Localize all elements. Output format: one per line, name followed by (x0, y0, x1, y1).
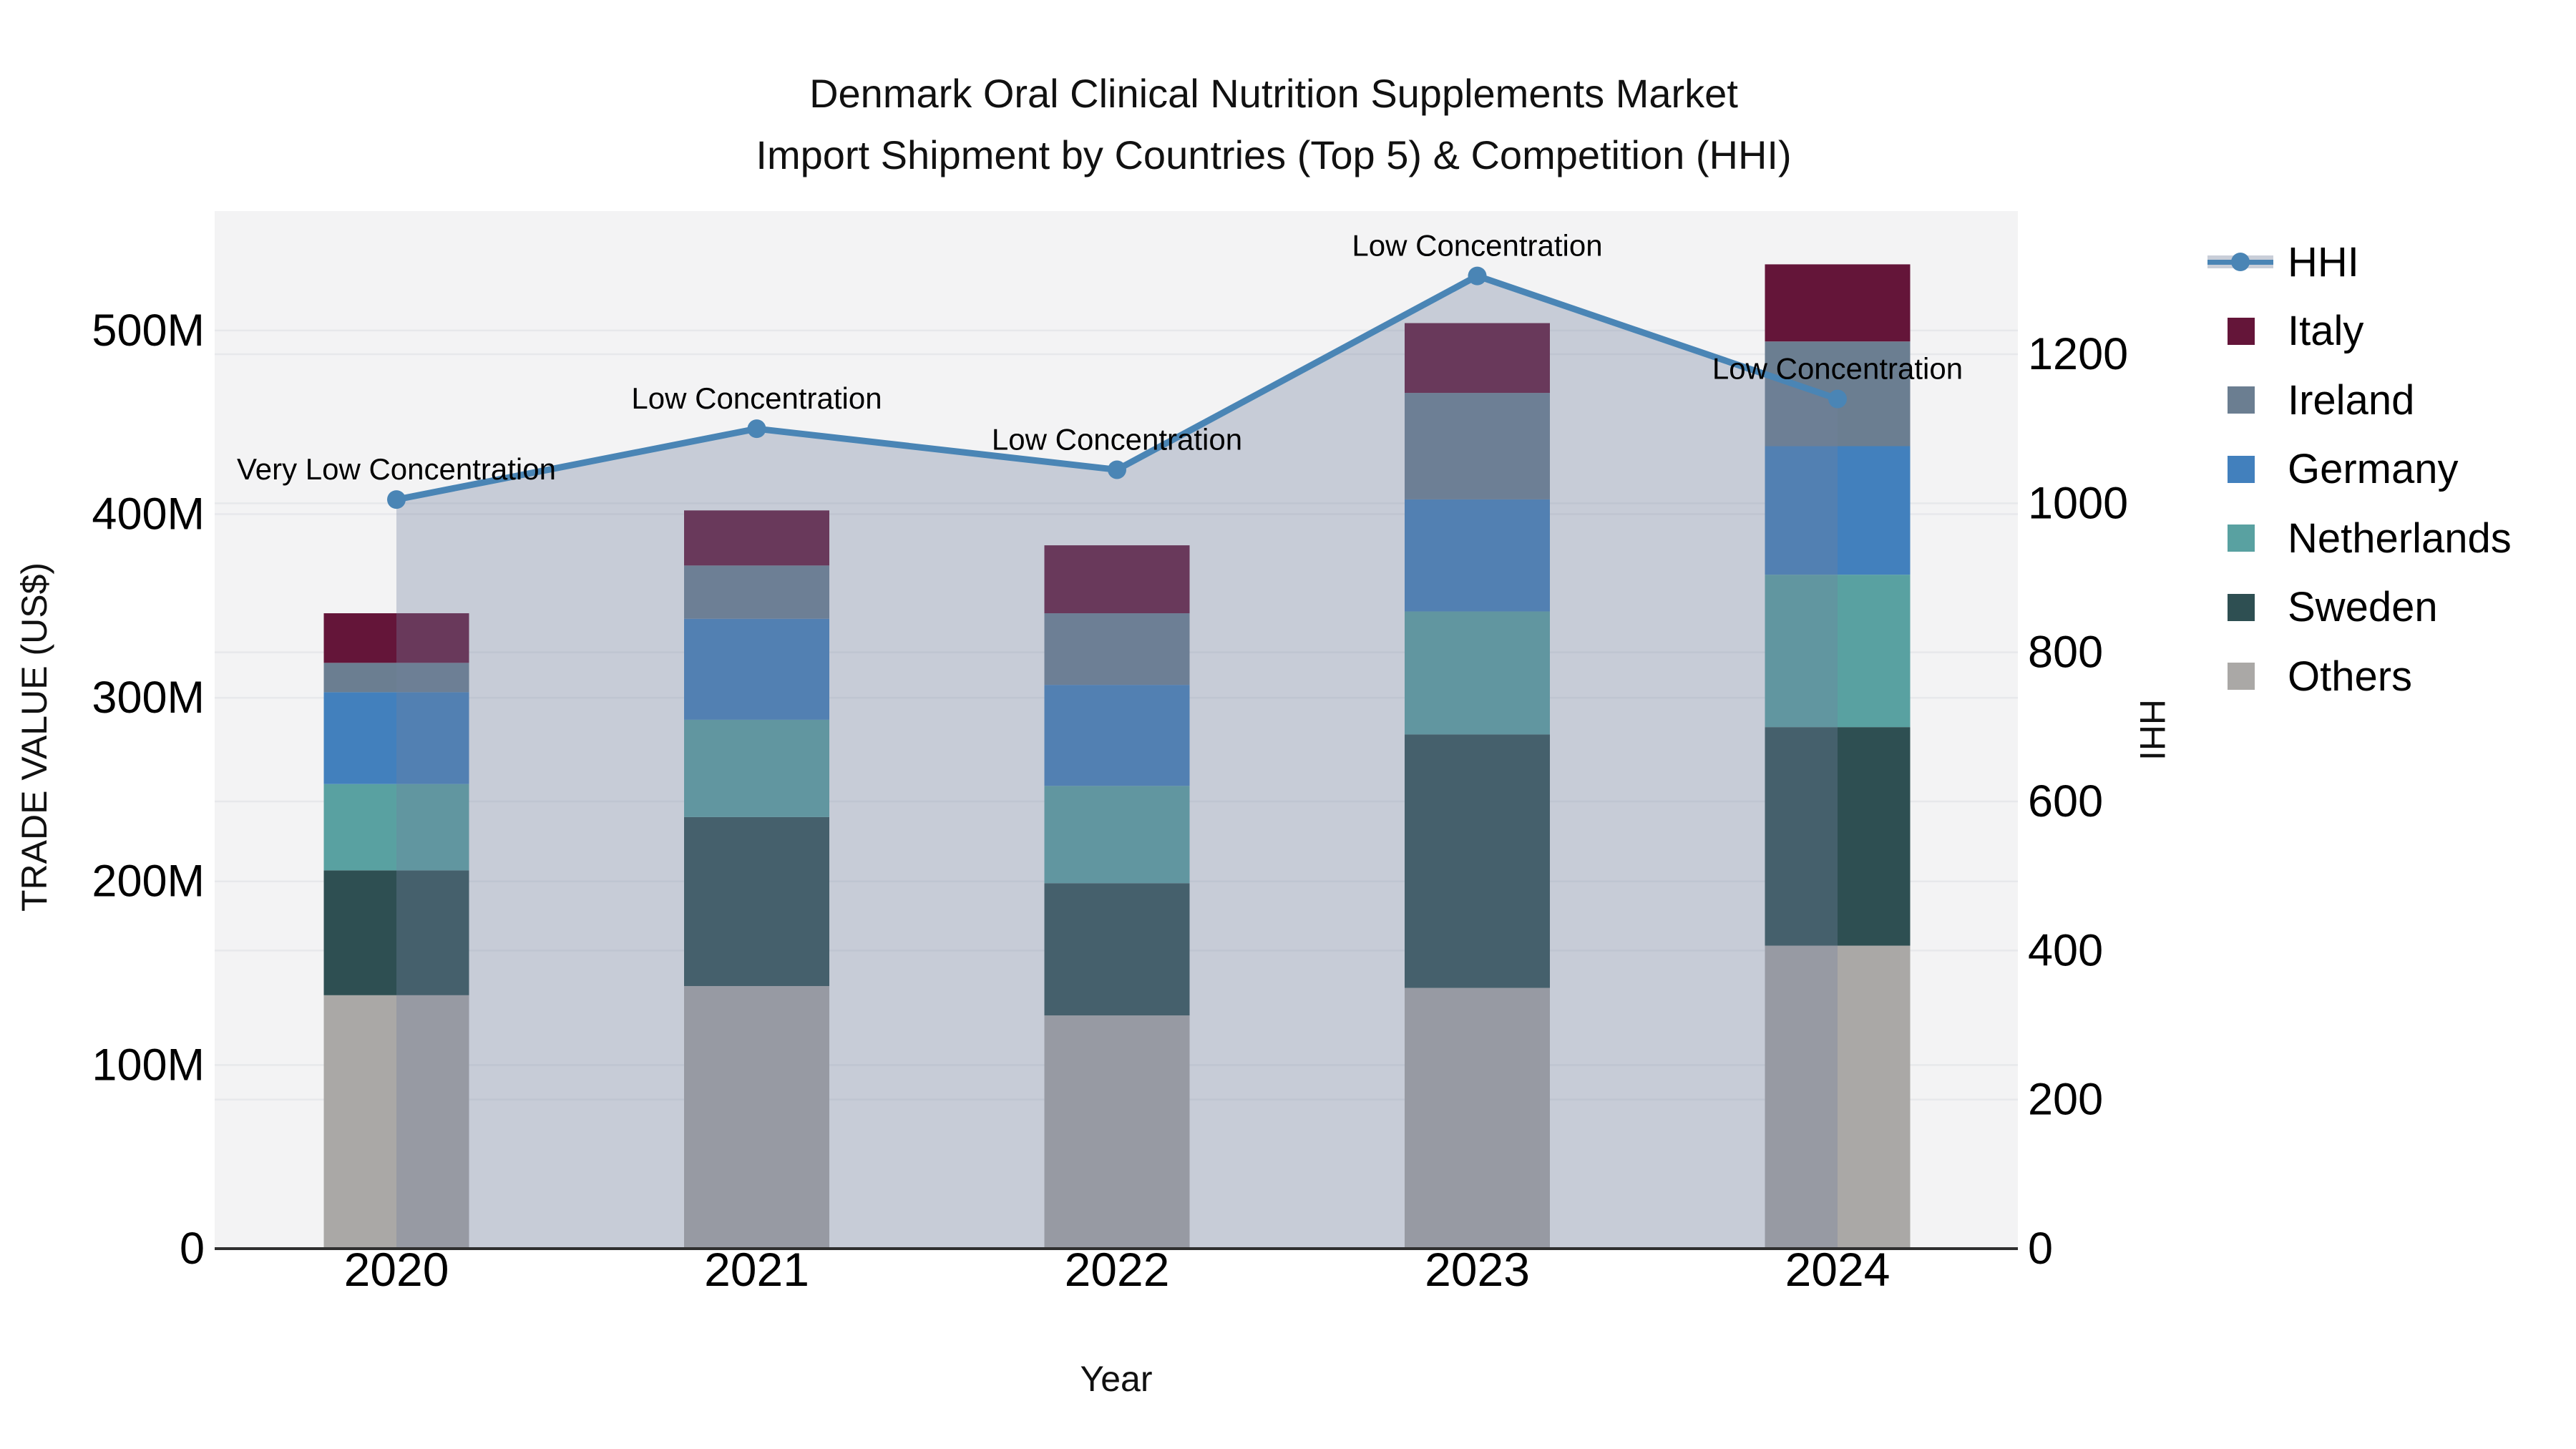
bar-segment-2020-sweden (323, 870, 469, 995)
legend-color-swatch (2207, 309, 2279, 353)
bar-segment-2020-germany (323, 692, 469, 784)
legend-item-hhi: HHI (2207, 238, 2359, 286)
hhi-marker-2022 (1108, 460, 1126, 479)
bar-segment-2020-others (323, 995, 469, 1249)
legend-label: HHI (2288, 238, 2359, 286)
left-tick-300M: 300M (92, 673, 205, 723)
bar-segment-2020-netherlands (323, 784, 469, 871)
hhi-marker-2024 (1828, 389, 1847, 409)
legend-color-swatch (2207, 447, 2279, 492)
right-axis-title: HHI (2132, 698, 2172, 761)
left-tick-100M: 100M (92, 1040, 205, 1090)
legend-label: Italy (2288, 308, 2364, 354)
bar-segment-2021-others (684, 986, 829, 1249)
legend-color-swatch (2207, 378, 2279, 422)
annotation-2020: Very Low Concentration (237, 452, 556, 486)
left-tick-400M: 400M (92, 489, 205, 539)
legend-label: Netherlands (2288, 514, 2512, 562)
chart-title-line1: Denmark Oral Clinical Nutrition Suppleme… (809, 71, 1738, 116)
bar-segment-2024-netherlands (1765, 575, 1911, 728)
legend-item-others: Others (2207, 653, 2413, 700)
bar-segment-2021-italy (684, 510, 829, 566)
hhi-marker-2020 (387, 490, 406, 509)
legend-color-swatch (2207, 585, 2279, 630)
annotation-2021: Low Concentration (631, 381, 882, 415)
right-tick-400: 400 (2028, 925, 2103, 975)
bar-segment-2024-italy (1765, 264, 1911, 342)
right-tick-600: 600 (2028, 776, 2103, 826)
bar-segment-2021-germany (684, 618, 829, 720)
bar-segment-2023-netherlands (1405, 611, 1550, 735)
bar-segment-2020-ireland (323, 663, 469, 693)
legend-label: Others (2288, 653, 2413, 700)
x-tick-2020: 2020 (344, 1243, 449, 1296)
x-tick-2021: 2021 (704, 1243, 809, 1296)
x-axis-title: Year (1080, 1359, 1153, 1399)
bar-segment-2024-others (1765, 945, 1911, 1249)
legend-label: Ireland (2288, 376, 2415, 424)
annotation-2023: Low Concentration (1352, 229, 1602, 263)
x-tick-2022: 2022 (1065, 1243, 1170, 1296)
bar-segment-2022-sweden (1044, 883, 1190, 1016)
bar-segment-2022-italy (1044, 545, 1190, 614)
bar-segment-2023-germany (1405, 499, 1550, 612)
right-tick-200: 200 (2028, 1075, 2103, 1125)
bar-segment-2021-sweden (684, 816, 829, 987)
legend-label: Germany (2288, 446, 2459, 492)
bar-segment-2024-germany (1765, 446, 1911, 575)
right-tick-1200: 1200 (2028, 329, 2128, 379)
bar-segment-2022-ireland (1044, 613, 1190, 686)
bar-segment-2022-germany (1044, 685, 1190, 786)
legend-item-ireland: Ireland (2207, 376, 2415, 424)
bar-segment-2023-sweden (1405, 734, 1550, 988)
bar-segment-2021-netherlands (684, 719, 829, 817)
legend-color-swatch (2207, 654, 2279, 698)
legend-color-swatch (2207, 516, 2279, 560)
right-tick-800: 800 (2028, 628, 2103, 678)
x-tick-2023: 2023 (1425, 1243, 1530, 1296)
right-tick-1000: 1000 (2028, 478, 2128, 528)
right-tick-0: 0 (2028, 1224, 2053, 1274)
legend-item-sweden: Sweden (2207, 584, 2438, 630)
bar-segment-2020-italy (323, 613, 469, 663)
annotation-2022: Low Concentration (992, 422, 1242, 456)
bar-segment-2022-netherlands (1044, 786, 1190, 884)
legend-item-netherlands: Netherlands (2207, 514, 2512, 562)
hhi-area-fill (396, 275, 1838, 1249)
legend-item-italy: Italy (2207, 308, 2364, 354)
bar-segment-2022-others (1044, 1015, 1190, 1249)
x-tick-2024: 2024 (1785, 1243, 1890, 1296)
hhi-marker-2023 (1468, 266, 1487, 286)
bar-segment-2023-ireland (1405, 393, 1550, 499)
bar-segment-2024-sweden (1765, 727, 1911, 946)
bar-segment-2021-ireland (684, 565, 829, 619)
legend-hhi-line-icon (2207, 240, 2279, 284)
bar-segment-2023-italy (1405, 323, 1550, 394)
legend-label: Sweden (2288, 584, 2438, 630)
left-axis-title: TRADE VALUE (US$) (14, 562, 54, 912)
legend-item-germany: Germany (2207, 446, 2459, 492)
left-tick-0: 0 (180, 1224, 205, 1274)
chart-title-line2: Import Shipment by Countries (Top 5) & C… (756, 132, 1792, 177)
bar-segment-2023-others (1405, 987, 1550, 1249)
left-tick-500M: 500M (92, 306, 205, 356)
annotation-2024: Low Concentration (1712, 352, 1963, 386)
left-tick-200M: 200M (92, 857, 205, 907)
hhi-marker-2021 (747, 419, 766, 439)
